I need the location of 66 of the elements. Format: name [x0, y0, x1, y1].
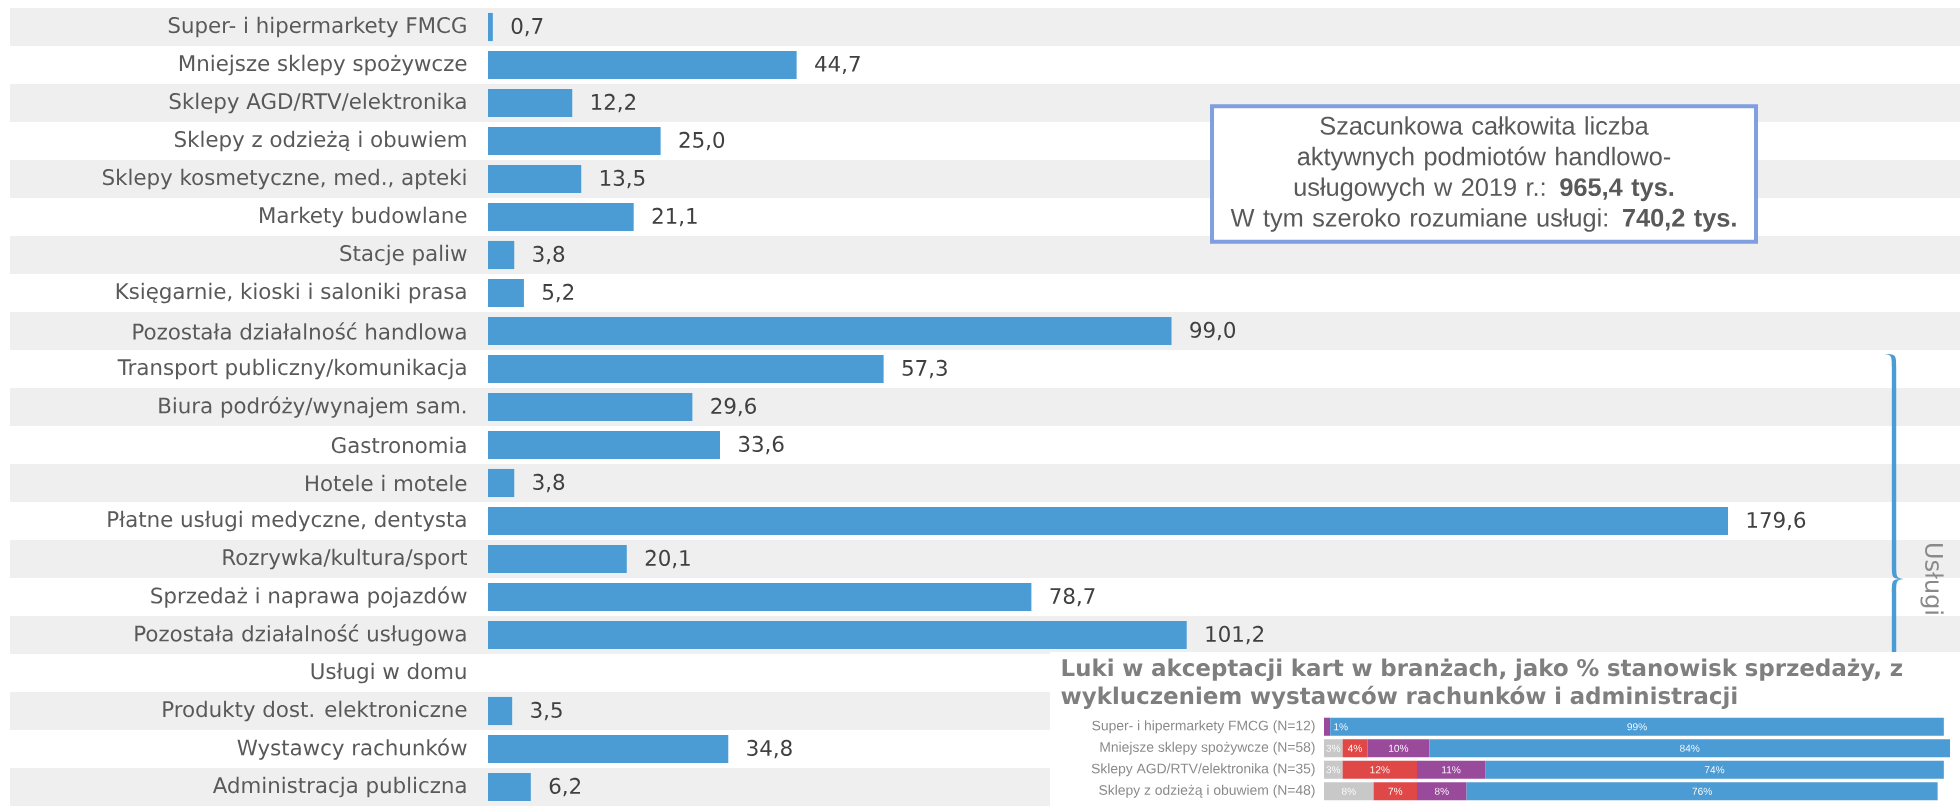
y-tick-label: Płatne usługi medyczne, dentysta: [108, 510, 466, 532]
y-tick-label: Stacje paliw: [340, 244, 467, 266]
bar: [1342, 739, 1368, 758]
bar: [488, 278, 524, 308]
data-label: 44,7: [815, 55, 860, 75]
y-tick-label: Sklepy z odzieżą i obuwiem: [175, 130, 466, 152]
bar: [488, 50, 797, 80]
data-label: 25,0: [679, 131, 725, 151]
bar: [488, 734, 729, 764]
data-label: 21,1: [652, 207, 697, 227]
bar: [488, 126, 661, 156]
data-label: 6,2: [549, 777, 580, 797]
data-label: 0,7: [511, 17, 543, 37]
bar: [488, 164, 582, 194]
y-tick-label: Gastronomia: [331, 436, 466, 454]
y-tick-label: Markety budowlane: [260, 206, 467, 228]
bar: [488, 202, 634, 232]
bar: [488, 544, 627, 574]
y-tick-label: Rozrywka/kultura/sport: [223, 548, 468, 570]
data-label: 57,3: [902, 359, 947, 379]
data-label: 34,8: [747, 739, 792, 759]
bar: [488, 696, 513, 726]
y-tick-label: Pozostała działalność usługowa: [135, 624, 466, 646]
data-label: 12,2: [592, 93, 635, 113]
y-tick-label: Pozostała działalność handlowa: [133, 322, 466, 340]
y-tick-label: Hotele i motele: [306, 474, 467, 492]
y-tick-label: Super- i hipermarkety FMCG: [168, 16, 466, 38]
data-label: 33,6: [739, 435, 784, 455]
bar: [1367, 739, 1430, 758]
bar: [488, 88, 573, 118]
data-label: 5,2: [542, 283, 574, 303]
y-tick-label: Sklepy AGD/RTV/elektronika: [169, 92, 466, 114]
data-label: 101,2: [1206, 625, 1264, 645]
bar: [488, 772, 531, 802]
y-tick-label: Mniejsze sklepy spożywcze: [179, 54, 467, 76]
text: Usługi: [1920, 544, 1944, 614]
data-label: 3,8: [533, 245, 565, 265]
bar: [488, 354, 884, 384]
y-tick-label: Transport publiczny/komunikacja: [117, 358, 466, 380]
data-label: 78,7: [1050, 587, 1095, 607]
y-tick-label: Usługi w domu: [311, 662, 466, 684]
annotation: W tym szeroko rozumiane usługi: 740,2 tys.: [1230, 208, 1736, 232]
bar: [488, 582, 1032, 612]
data-label: 3,8: [533, 473, 565, 493]
bar: [1324, 717, 1331, 736]
chart-title: Luki w akceptacji kart w branżach, jako % stanowisk sprzedaży, z wykluczeniem wystawców rachunków i administracji: [1061, 658, 1902, 709]
y-tick-label: Administracja publiczna: [212, 776, 466, 798]
data-label: 29,6: [711, 397, 756, 417]
bar: [488, 240, 515, 270]
data-label: 3,5: [531, 701, 562, 721]
bar: [1324, 739, 1343, 758]
y-tick-label: Sprzedaż i naprawa pojazdów: [151, 586, 467, 608]
data-label: 20,1: [645, 549, 690, 569]
data-label: 13,5: [600, 169, 645, 189]
y-tick-label: Księgarnie, kioski i saloniki prasa: [116, 282, 466, 304]
y-tick-label: Produkty dost. elektroniczne: [163, 700, 467, 722]
bar: [488, 392, 693, 422]
data-label: 179,6: [1747, 511, 1806, 531]
bar: [488, 468, 515, 498]
bar: [488, 506, 1729, 536]
y-tick-label: Sklepy kosmetyczne, med., apteki: [103, 168, 466, 190]
bar: [488, 430, 720, 460]
annotation: Szacunkowa całkowita liczba aktywnych podmiotów handlowo-usługowych w 2019 r.: 965,4 tys.: [1294, 116, 1674, 202]
y-tick-label: Wystawcy rachunków: [237, 738, 467, 760]
y-tick-label: Biura podróży/wynajem sam.: [159, 396, 466, 418]
data-label: 99,0: [1190, 321, 1236, 341]
